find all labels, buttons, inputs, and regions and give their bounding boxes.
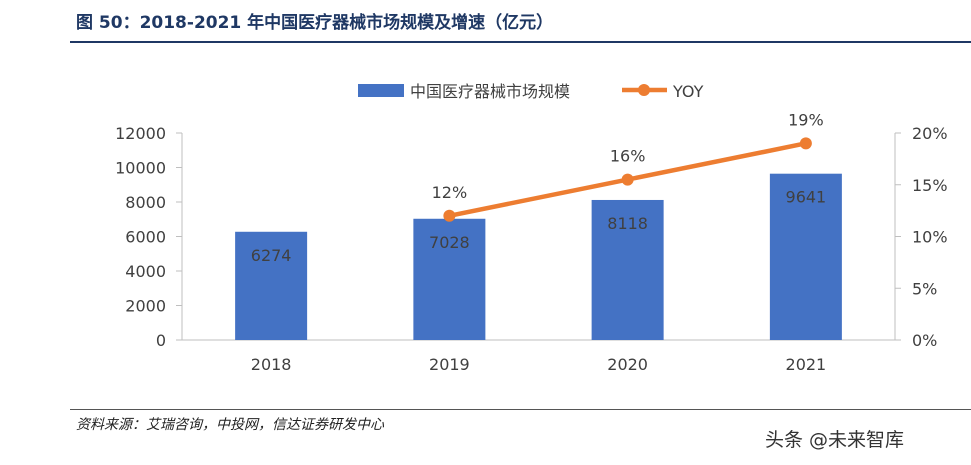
bar	[413, 218, 486, 340]
right-axis-tick-label: 5%	[912, 279, 937, 298]
bar	[591, 199, 664, 340]
left-axis-tick-label: 12000	[115, 124, 166, 143]
yoy-value-label: 19%	[788, 110, 824, 129]
bar-value-label: 8118	[607, 214, 648, 233]
right-axis-tick-label: 15%	[912, 176, 948, 195]
yoy-value-label: 12%	[432, 183, 468, 202]
x-axis-tick-label: 2019	[429, 355, 470, 374]
yoy-point	[621, 173, 634, 186]
yoy-point	[799, 137, 812, 150]
legend-line-label: YOY	[672, 82, 704, 101]
x-axis-tick-label: 2018	[251, 355, 292, 374]
left-axis-tick-label: 10000	[115, 159, 166, 178]
bar	[235, 231, 308, 340]
bar-value-label: 9641	[786, 188, 827, 207]
right-axis-tick-label: 0%	[912, 331, 937, 350]
x-axis-tick-label: 2021	[786, 355, 827, 374]
source-note: 资料来源：艾瑞咨询，中投网，信达证券研发中心	[76, 417, 384, 433]
x-axis-tick-label: 2020	[607, 355, 648, 374]
legend-bar-swatch	[358, 84, 404, 97]
watermark: 头条 @未来智库	[765, 429, 905, 451]
yoy-value-label: 16%	[610, 147, 646, 166]
legend-line-marker	[638, 84, 650, 96]
legend-bar-label: 中国医疗器械市场规模	[410, 82, 570, 101]
bar	[769, 173, 842, 340]
right-axis-tick-label: 10%	[912, 228, 948, 247]
left-axis-tick-label: 0	[156, 331, 166, 350]
title-divider	[70, 41, 971, 43]
bar-value-label: 6274	[251, 246, 292, 265]
right-axis-tick-label: 20%	[912, 124, 948, 143]
left-axis-tick-label: 2000	[125, 297, 166, 316]
left-axis-tick-label: 6000	[125, 228, 166, 247]
source-divider	[70, 409, 971, 410]
left-axis-tick-label: 8000	[125, 193, 166, 212]
bar-value-label: 7028	[429, 233, 470, 252]
yoy-point	[443, 209, 456, 222]
figure-title: 图 50：2018-2021 年中国医疗器械市场规模及增速（亿元）	[76, 13, 554, 33]
left-axis-tick-label: 4000	[125, 262, 166, 281]
